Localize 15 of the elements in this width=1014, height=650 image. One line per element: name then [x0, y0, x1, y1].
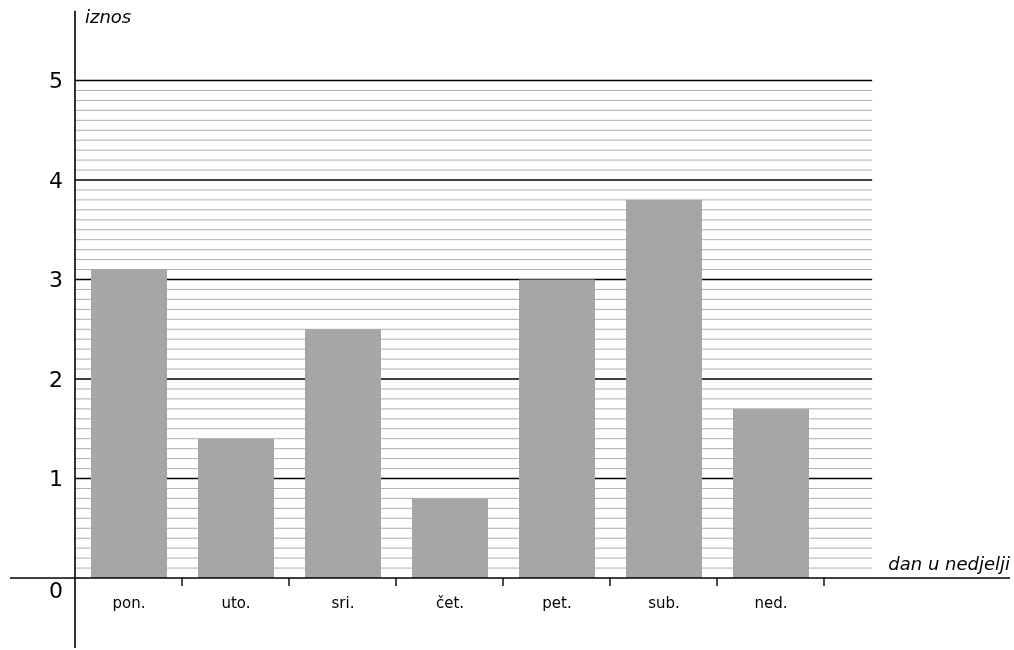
x-tick-label: ned.: [754, 594, 788, 612]
x-axis-title: dan u nedjelji: [888, 553, 1010, 574]
x-tick-label: pet.: [542, 594, 572, 612]
x-tick-label: sub.: [648, 594, 680, 612]
y-tick-label: 5: [49, 68, 63, 94]
y-tick-label: 4: [49, 167, 63, 193]
y-tick-label: 1: [49, 466, 63, 492]
x-tick-label: sri.: [331, 594, 355, 612]
x-tick-label: uto.: [221, 594, 251, 612]
y-tick-label: 0: [49, 577, 63, 603]
y-axis-title: iznos: [85, 5, 132, 27]
y-tick-label: 2: [49, 366, 63, 392]
y-tick-label: 3: [49, 267, 63, 293]
x-tick-label: čet.: [435, 594, 465, 612]
x-tick-label: pon.: [112, 594, 146, 612]
